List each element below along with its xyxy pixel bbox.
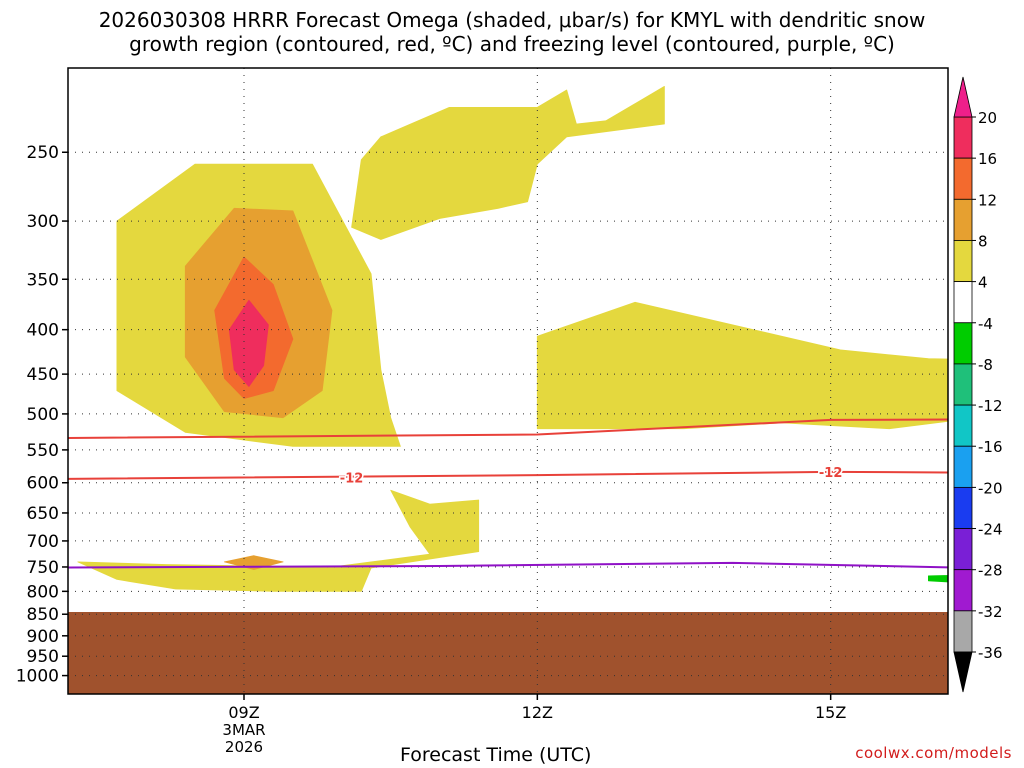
contour-label--12: -12 (819, 466, 843, 481)
y-tick-label-800: 800 (27, 582, 59, 602)
colorbar-label-6: -8 (978, 356, 993, 374)
colorbar-swatch-7 (953, 404, 973, 447)
colorbar-label-10: -24 (978, 521, 1003, 539)
x-tick-sublabel-year: 2026 (225, 738, 263, 756)
colorbar-label-8: -16 (978, 438, 1003, 456)
y-tick-label-250: 250 (27, 143, 59, 163)
omega-region-4 (351, 86, 665, 240)
colorbar-swatch-10 (953, 528, 973, 571)
chart-title-line1: 2026030308 HRRR Forecast Omega (shaded, … (98, 8, 926, 32)
colorbar-swatch-4 (953, 281, 973, 324)
x-tick-label-12Z: 12Z (522, 703, 553, 722)
colorbar-label-0: 20 (978, 109, 997, 127)
colorbar-label-3: 8 (978, 232, 988, 250)
colorbar-swatch-5 (953, 322, 973, 365)
y-tick-label-850: 850 (27, 605, 59, 625)
y-tick-label-500: 500 (27, 405, 59, 425)
colorbar-label-5: -4 (978, 315, 993, 333)
contour-label--12: -12 (340, 472, 364, 487)
colorbar-label-7: -12 (978, 397, 1003, 415)
shaded-omega-layer (77, 86, 948, 592)
contour-line--12 (68, 470, 948, 480)
colorbar-swatch-1 (953, 157, 973, 200)
chart-title-line2: growth region (contoured, red, ºC) and f… (129, 32, 895, 56)
colorbar-label-12: -32 (978, 603, 1003, 621)
ground-fill (68, 612, 948, 694)
colorbar-label-13: -36 (978, 644, 1003, 662)
omega-region-3 (228, 299, 269, 387)
colorbar-swatch-11 (953, 569, 973, 612)
y-tick-label-600: 600 (27, 474, 59, 494)
y-tick-label-650: 650 (27, 504, 59, 524)
colorbar-label-9: -20 (978, 479, 1003, 497)
y-tick-label-700: 700 (27, 532, 59, 552)
colorbar: 20 16 12 8 4 -4 -8 -12 -16 -20 -24 -28 -32 -36 (953, 76, 1003, 693)
x-tick-label-09Z: 09Z (228, 703, 259, 722)
omega-region-5 (536, 301, 948, 430)
colorbar-swatch-0 (953, 116, 973, 159)
y-tick-label-300: 300 (27, 212, 59, 232)
colorbar-label-2: 12 (978, 191, 997, 209)
y-tick-label-950: 950 (27, 647, 59, 667)
colorbar-label-4: 4 (978, 274, 988, 292)
y-tick-label-550: 550 (27, 441, 59, 461)
colorbar-swatch-6 (953, 363, 973, 406)
y-tick-label-350: 350 (27, 270, 59, 290)
y-tick-label-750: 750 (27, 558, 59, 578)
credit-text: coolwx.com/models (855, 744, 1012, 762)
ground-layer (68, 612, 948, 694)
x-tick-sublabel-date: 3MAR (222, 721, 265, 739)
x-axis-label: Forecast Time (UTC) (400, 744, 592, 766)
y-tick-label-1000: 1000 (16, 667, 59, 687)
y-tick-label-450: 450 (27, 365, 59, 385)
colorbar-label-11: -28 (978, 562, 1003, 580)
plot-frame (67, 67, 949, 695)
colorbar-top-arrow (953, 76, 973, 118)
contour-line-0 (68, 561, 948, 569)
colorbar-swatch-2 (953, 198, 973, 241)
colorbar-swatch-9 (953, 486, 973, 529)
colorbar-swatch-3 (953, 240, 973, 283)
colorbar-bottom-arrow (953, 651, 973, 693)
colorbar-swatch-12 (953, 610, 973, 653)
axis-layer: 2503003504004505005506006507007508008509… (16, 67, 949, 756)
colorbar-swatch-8 (953, 445, 973, 488)
colorbar-label-1: 16 (978, 150, 997, 168)
contour-layer: -18-12-12-120 (68, 418, 948, 569)
y-tick-label-400: 400 (27, 321, 59, 341)
x-tick-label-15Z: 15Z (815, 703, 846, 722)
y-tick-label-900: 900 (27, 627, 59, 647)
omega-region-12 (928, 574, 948, 583)
contour-line--18 (68, 418, 948, 439)
